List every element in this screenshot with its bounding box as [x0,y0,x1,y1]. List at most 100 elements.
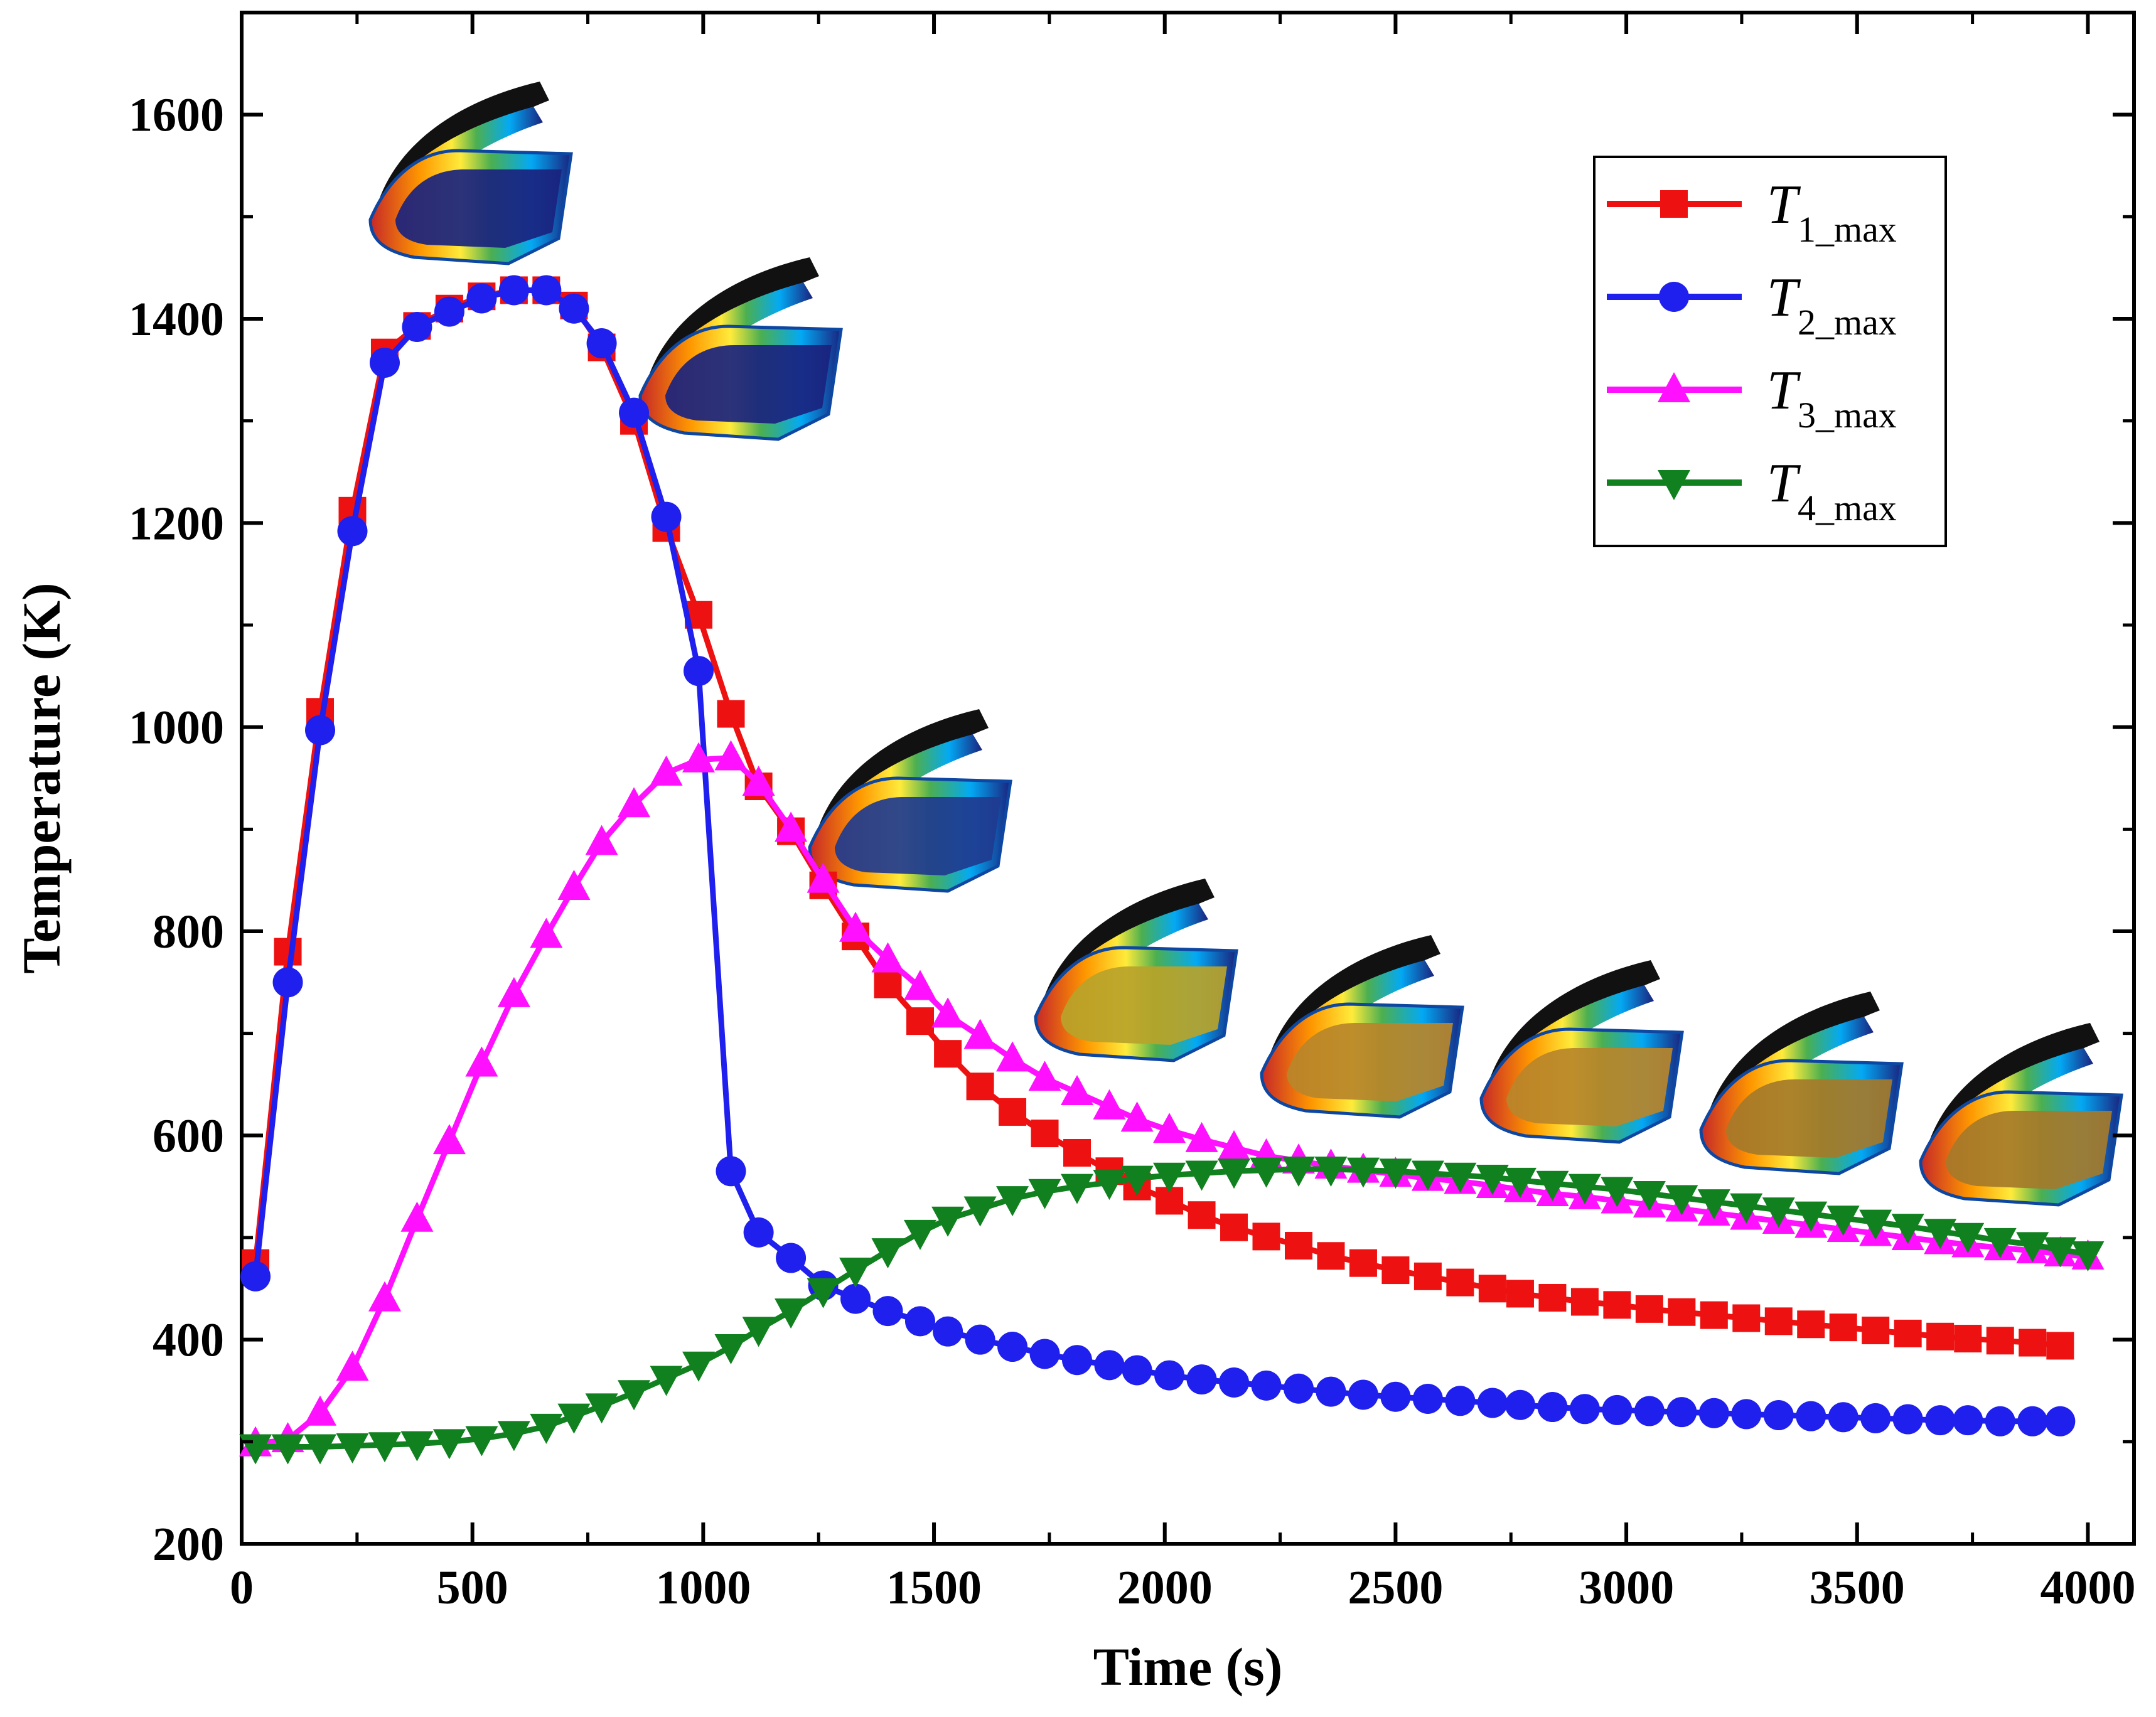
series-T4_max-point [1185,1160,1218,1191]
series-T2_max-point [1892,1404,1923,1435]
series-T1_max-point [1986,1327,2014,1355]
series-T4_max-point [742,1317,775,1347]
series-T1_max-point [1797,1310,1825,1339]
series-T3_max-point [1028,1061,1061,1091]
series-T3_max-point [618,787,651,818]
series-T4_max-point [2044,1237,2077,1268]
series-T3_max-point [931,997,965,1028]
series-T4_max-point [682,1351,716,1382]
series-T4_max-point [1120,1165,1154,1196]
series-T1_max-point [1926,1322,1955,1351]
y-tick-label: 1200 [129,497,224,550]
legend-T2_max-subscript: 2_max [1798,302,1897,343]
series-T2_max-point [1569,1394,1600,1425]
series-T3_max-point [871,942,904,973]
series-T3_max-point [714,740,748,771]
series-T2_max-point [619,397,650,428]
x-tick-label: 0 [230,1561,254,1614]
series-T2_max-point [1445,1386,1476,1416]
series-T4_max-point [963,1196,997,1227]
series-T3_max-point [585,825,618,855]
series-T2_max-point [1731,1399,1762,1430]
contour-inset-6 [1479,960,1684,1144]
series-T2_max-point [2017,1406,2048,1436]
series-T2_max-point [1348,1379,1378,1410]
series-T4_max-point [1028,1179,1061,1209]
series-T2_max-point [1796,1401,1826,1431]
series-T1_max-point [1570,1288,1599,1316]
contour-inset-4 [1034,879,1238,1062]
series-T4_max-point [271,1434,304,1465]
x-tick-label: 3000 [1579,1561,1674,1614]
series-T2_max-point [272,967,303,998]
y-tick-label: 1400 [129,293,224,346]
series-T1_max-point [1732,1304,1761,1332]
series-T1_max-point [1764,1307,1793,1335]
series-T4_max-point [1794,1201,1828,1232]
series-T4_max-point [1314,1157,1348,1187]
series-T3_max-point [1093,1089,1126,1120]
series-T1_max-point [906,1007,934,1035]
series-T2_max-point [402,312,432,343]
inset-1-surface [395,169,562,248]
series-T3_max-point [996,1041,1029,1072]
series-T2_max-point [559,293,589,324]
x-tick-label: 4000 [2040,1561,2135,1614]
series-T2_max-point [1828,1402,1858,1433]
series-T2_max-point [1094,1350,1125,1381]
series-T4_max-point [400,1431,434,1462]
series-T4_max-point [871,1238,904,1269]
inset-6-surface [1506,1048,1673,1126]
series-T4_max-point [304,1434,337,1465]
series-T2_max-point [1186,1364,1217,1395]
series-T2_max-point [840,1283,871,1314]
series-T3_max-point [682,742,716,773]
y-tick-label: 600 [153,1110,224,1162]
series-T4_max-point [557,1403,591,1434]
series-T2_max-point [1698,1398,1729,1428]
x-tick-label: 3500 [1810,1561,1905,1614]
series-T2_max-point [776,1243,807,1273]
series-T4_max-point [1601,1177,1634,1207]
series-T1_max-point [1635,1295,1663,1323]
series-T2_max-point [1537,1392,1568,1423]
series-T1_max-point [1284,1232,1312,1260]
series-T3_max-point [1120,1101,1154,1132]
series-T2_max-point [1316,1376,1346,1407]
series-T3_max-point [400,1201,434,1232]
series-T4_max-point [1476,1165,1509,1195]
series-T1_max-point [1031,1120,1059,1148]
series-T2_max-point [684,656,714,687]
y-tick-label: 1000 [129,702,224,754]
series-T4_max-point [1444,1162,1477,1193]
series-T1_max-point [966,1072,994,1101]
inset-8-surface [1946,1111,2112,1189]
series-T3_max-point [1218,1130,1251,1160]
series-T2_max-point [2045,1406,2076,1436]
series-T2_max-point [933,1316,963,1347]
series-T1_max-point [1829,1313,1857,1342]
series-T4_max-point [650,1366,683,1396]
series-layer [239,275,2105,1465]
x-tick-label: 2500 [1348,1561,1443,1614]
series-T1_max-point [1220,1213,1248,1241]
y-tick-label: 1600 [129,89,224,142]
series-T4_max-point [1250,1157,1283,1188]
contour-inset-1 [368,82,573,265]
series-T4_max-point [1061,1174,1094,1204]
series-T4_max-point [714,1334,748,1365]
series-T2_max-line [252,287,2061,1425]
y-tick-label: 400 [153,1314,224,1367]
series-T3_max-point [963,1019,997,1049]
series-T4_max-point [1665,1185,1698,1216]
series-T2_max-point [1062,1345,1093,1376]
legend-T2_max-marker [1659,282,1689,312]
series-T4_max-point [618,1380,651,1411]
series-T4_max-point [1153,1162,1186,1193]
series-T4_max-point [2071,1241,2105,1272]
contour-inset-3 [808,709,1012,893]
plot-border [240,11,2136,1546]
series-T1_max-point [2019,1329,2047,1357]
inset-2-surface [665,345,832,424]
series-T1_max-point [1478,1275,1506,1303]
